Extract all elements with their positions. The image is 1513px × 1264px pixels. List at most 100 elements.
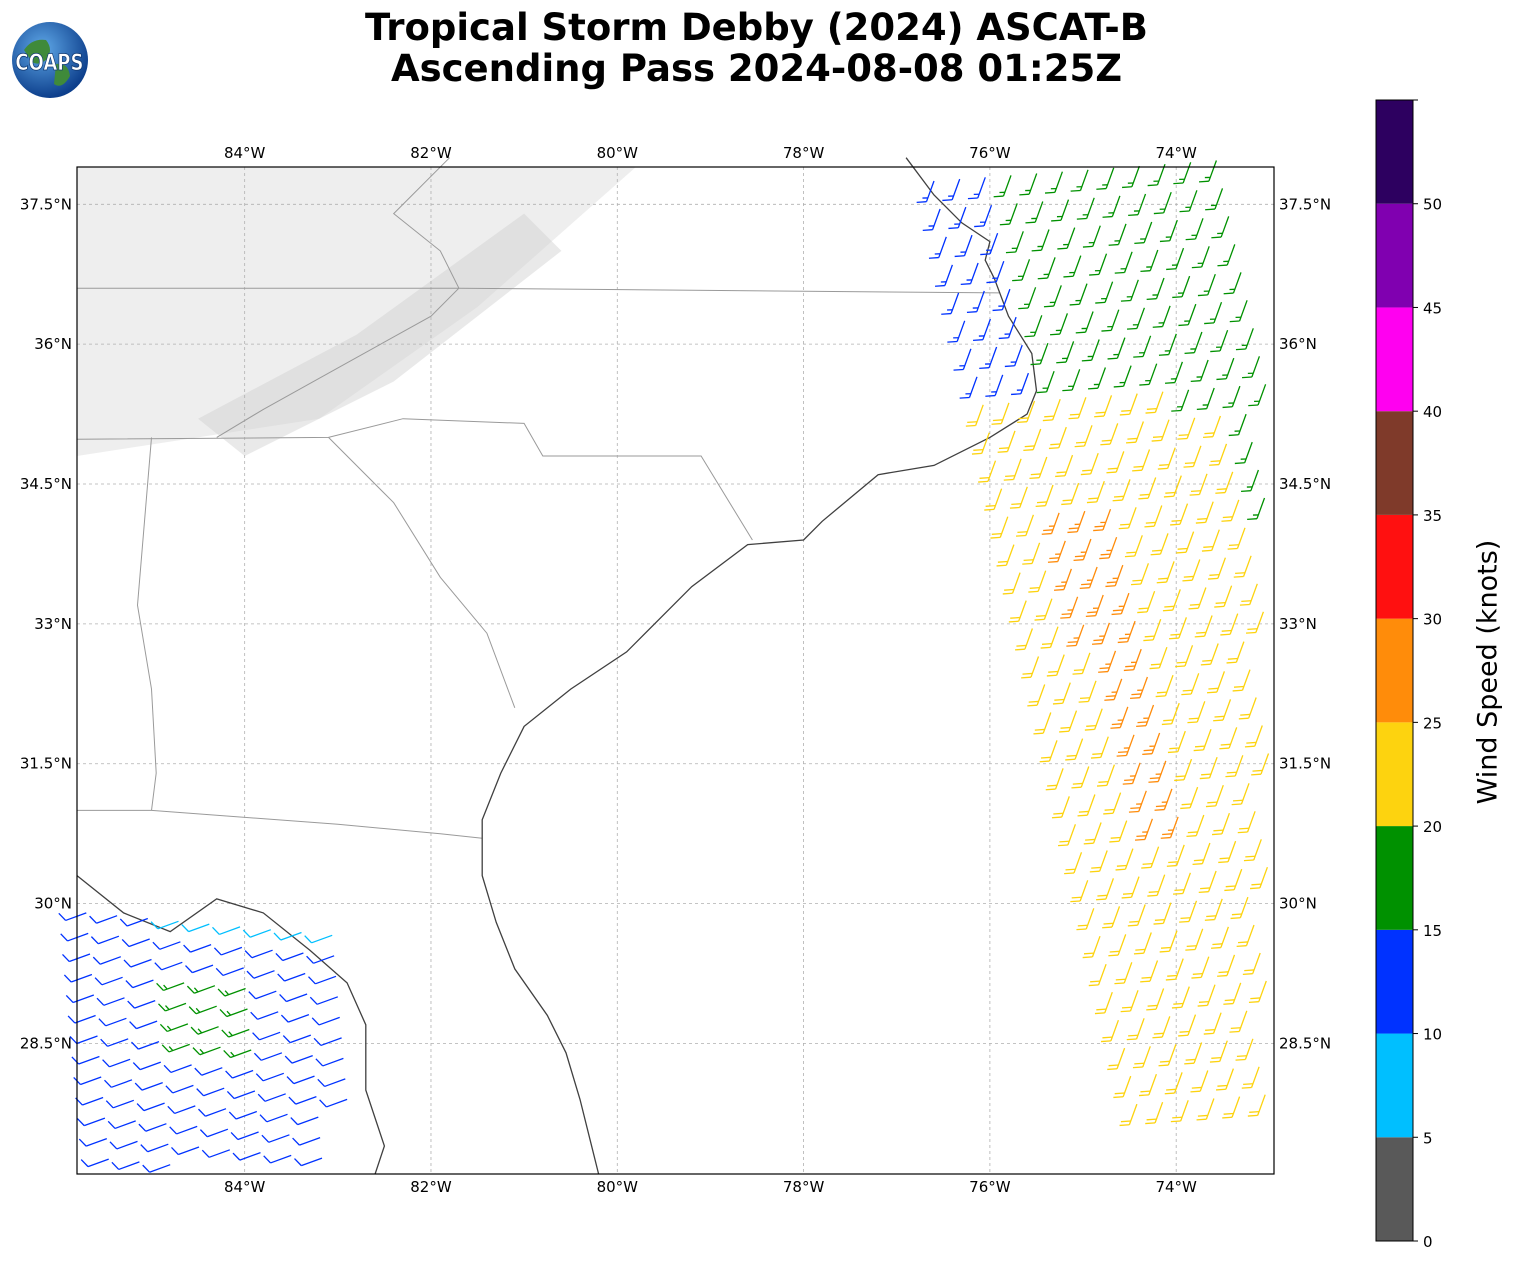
wind-barb: [152, 941, 181, 950]
wind-barb: [1170, 503, 1189, 526]
wind-barb: [246, 970, 275, 979]
wind-barb: [1118, 507, 1137, 530]
wind-barb: [1073, 538, 1092, 562]
wind-barb: [292, 1136, 321, 1146]
wind-barb: [98, 1017, 127, 1027]
wind-barb: [1145, 1101, 1164, 1125]
colorbar-bin: [1376, 514, 1413, 619]
wind-barb: [1101, 1019, 1120, 1043]
wind-barb: [1214, 585, 1233, 608]
wind-barb: [242, 929, 272, 938]
wind-barb: [89, 915, 118, 924]
wind-barb: [1119, 1103, 1138, 1127]
state-border: [216, 287, 460, 438]
wind-barb: [1133, 335, 1152, 358]
wind-barb: [1242, 952, 1261, 976]
state-border: [328, 437, 516, 708]
wind-barb: [922, 208, 941, 232]
wind-barb: [1243, 839, 1262, 862]
wind-barb: [948, 206, 967, 230]
wind-barb: [1204, 898, 1223, 921]
wind-barb: [1218, 840, 1237, 864]
wind-barb: [1191, 246, 1210, 269]
colorbar-ticks: 0 5 10 15 20 25 30 35 40 45 50: [1413, 99, 1442, 1251]
wind-barb: [1081, 339, 1100, 362]
wind-barb: [1152, 305, 1171, 328]
wind-barb: [279, 993, 308, 1003]
map-frame: [76, 166, 1275, 1175]
wind-barb: [1042, 398, 1061, 422]
lat-tick-label: 36°N: [1279, 335, 1317, 353]
wind-barb: [132, 1061, 162, 1071]
lon-tick-label: 74°W: [1155, 1178, 1197, 1196]
wind-barb: [78, 1137, 108, 1147]
wind-barb: [1150, 533, 1169, 556]
wind-barb: [1101, 309, 1120, 332]
chart-title-line2: Ascending Pass 2024-08-08 01:25Z: [390, 47, 1123, 90]
wind-barb: [226, 1090, 256, 1100]
wind-barb: [131, 1040, 160, 1050]
wind-barb: [1004, 344, 1023, 368]
wind-barb: [953, 348, 972, 371]
wind-barb: [255, 1072, 285, 1082]
wind-barb: [1229, 300, 1248, 323]
wind-barb: [1163, 475, 1182, 498]
wind-barb: [1100, 423, 1119, 446]
wind-barb: [1231, 783, 1250, 806]
wind-barb: [1126, 421, 1145, 444]
wind-barb: [999, 203, 1018, 226]
lat-tick-label: 37.5°N: [1279, 195, 1331, 213]
wind-barb: [1149, 646, 1168, 670]
wind-barb: [1037, 257, 1056, 280]
wind-barb: [1088, 367, 1107, 390]
wind-barb: [1072, 652, 1091, 675]
wind-barb: [1175, 645, 1194, 668]
wind-barb: [1045, 171, 1064, 194]
wind-barb: [1033, 712, 1052, 735]
wind-barb: [1076, 197, 1095, 220]
wind-barb: [1179, 900, 1198, 923]
wind-barb: [156, 982, 185, 992]
lon-tick-label: 84°W: [224, 144, 266, 162]
wind-barb: [954, 234, 973, 258]
wind-barb: [1209, 1040, 1228, 1063]
lon-tick-label: 82°W: [410, 144, 452, 162]
wind-barb: [1211, 216, 1230, 239]
wind-barb: [1248, 384, 1267, 407]
wind-barb: [129, 1020, 158, 1030]
wind-barb: [942, 178, 961, 202]
colorbar-bin: [1376, 722, 1413, 827]
wind-barb: [181, 923, 210, 933]
wind-barb: [1222, 385, 1241, 409]
wind-barb: [1187, 701, 1206, 724]
wind-barb: [102, 1058, 131, 1068]
wind-barb: [1120, 279, 1139, 302]
wind-barb: [1142, 732, 1161, 756]
wind-barb: [185, 964, 214, 974]
wind-barb: [1075, 311, 1094, 334]
wind-barb: [947, 320, 966, 343]
wind-barb: [1035, 484, 1054, 508]
wind-barb: [959, 376, 978, 399]
wind-barb: [1185, 928, 1204, 951]
wind-barb: [971, 432, 990, 455]
wind-barb: [104, 1079, 133, 1088]
wind-barb: [1089, 253, 1108, 276]
wind-barb: [165, 1084, 194, 1094]
wind-barb: [1160, 816, 1179, 839]
wind-barb: [1196, 387, 1215, 411]
wind-barb: [1121, 876, 1140, 899]
wind-barb: [1055, 454, 1074, 478]
wind-barb: [1204, 301, 1223, 325]
wind-barb: [1208, 557, 1227, 580]
wind-barb: [1159, 930, 1178, 953]
wind-barb: [1180, 786, 1199, 810]
wind-barb: [1070, 169, 1089, 192]
wind-barb: [1108, 934, 1127, 957]
wind-barb: [1169, 617, 1188, 640]
wind-barb: [142, 1164, 171, 1173]
wind-barb: [1112, 479, 1131, 502]
lon-tick-label: 82°W: [410, 1178, 452, 1196]
wind-barb: [1219, 727, 1238, 750]
wind-barb: [1102, 906, 1121, 929]
